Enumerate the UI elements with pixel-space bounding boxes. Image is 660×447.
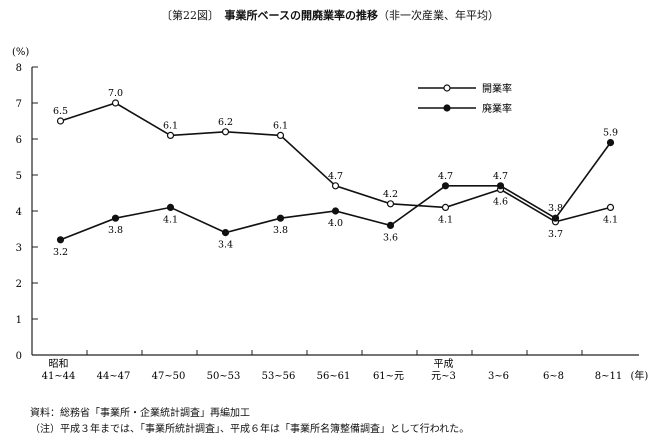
opening-rate-point [606, 203, 615, 211]
series-line-opening [60, 102, 611, 223]
closure-rate-point [606, 139, 615, 147]
y-tick-label: 1 [16, 315, 22, 326]
opening-rate-point [386, 200, 395, 208]
x-tick-label: 元~3 [431, 371, 456, 382]
closure-rate-point [221, 229, 230, 237]
data-label: 6.5 [53, 106, 68, 117]
opening-rate-point [166, 131, 175, 139]
y-tick-label: 8 [16, 63, 22, 74]
subtitle-text: （非一次産業、年平均） [377, 9, 499, 22]
data-label: 3.4 [218, 240, 233, 251]
closure-rate-point [331, 207, 340, 215]
closure-rate-point [496, 182, 505, 190]
y-tick-label: 5 [16, 171, 22, 182]
data-label: 4.7 [493, 171, 508, 182]
x-tick-label: 41~44 [42, 371, 76, 382]
opening-rate-point [331, 182, 340, 190]
title-text: 事業所ベースの開廃業率の推移 [224, 9, 378, 22]
y-tick-label: 7 [16, 99, 22, 110]
y-tick-label: 4 [16, 207, 22, 218]
y-tick-label: 2 [16, 279, 22, 290]
legend-label: 開業率 [482, 82, 512, 95]
chart-title: 〔第22図〕 事業所ベースの開廃業率の推移（非一次産業、年平均） [0, 7, 660, 23]
y-axis-label: (%) [12, 47, 29, 58]
x-tick-label: 6~8 [543, 371, 564, 382]
closure-rate-point [551, 214, 560, 222]
closure-rate-point [166, 203, 175, 211]
data-label: 6.1 [163, 120, 178, 131]
legend-marker [443, 84, 451, 92]
x-tick-label: 61~元 [373, 371, 404, 382]
data-label: 3.2 [53, 247, 68, 258]
figure-number: 〔第22図〕 [161, 9, 214, 22]
x-axis-label: (年) [631, 369, 649, 382]
data-label: 4.6 [493, 196, 508, 207]
opening-rate-point [441, 203, 450, 211]
legend-label: 廃業率 [482, 102, 512, 115]
data-label: 6.2 [218, 117, 233, 128]
data-label: 4.0 [328, 218, 343, 229]
y-tick-label: 3 [16, 243, 22, 254]
closure-rate-point [441, 182, 450, 190]
data-label: 4.7 [328, 171, 343, 182]
x-tick-label: 44~47 [97, 371, 131, 382]
era-label: 平成 [434, 358, 454, 370]
opening-rate-point [56, 117, 65, 125]
data-label: 5.9 [603, 128, 618, 139]
data-label: 6.1 [273, 120, 288, 131]
data-label: 4.7 [438, 171, 453, 182]
y-tick-label: 0 [16, 351, 22, 362]
closure-rate-point [276, 214, 285, 222]
data-label: 3.6 [383, 232, 398, 243]
data-label: 3.8 [273, 225, 288, 236]
data-label: 3.8 [548, 203, 563, 214]
opening-rate-point [111, 99, 120, 107]
data-label: 4.1 [438, 214, 453, 225]
data-label: 4.1 [603, 214, 618, 225]
source-note: 資料：総務省「事業所・企業統計調査」再編加工 [30, 408, 250, 419]
closure-rate-point [111, 214, 120, 222]
x-tick-label: 53~56 [262, 371, 296, 382]
closure-rate-point [56, 236, 65, 244]
x-tick-label: 8~11 [595, 371, 622, 382]
x-tick-label: 3~6 [488, 371, 509, 382]
y-tick-label: 6 [16, 135, 22, 146]
x-tick-label: 56~61 [317, 371, 351, 382]
era-label: 昭和 [49, 358, 69, 370]
data-label: 7.0 [108, 88, 123, 99]
opening-rate-point [221, 128, 230, 136]
data-label: 4.2 [383, 189, 398, 200]
closure-rate-point [386, 221, 395, 229]
data-label: 4.1 [163, 214, 178, 225]
data-label: 3.8 [108, 225, 123, 236]
legend-marker [443, 104, 451, 112]
x-tick-label: 50~53 [207, 371, 241, 382]
data-label: 3.7 [548, 229, 563, 240]
x-tick-label: 47~50 [152, 371, 186, 382]
opening-rate-point [276, 131, 285, 139]
footnote: （注）平成３年までは、「事業所統計調査」、平成６年は「事業所名簿整備調査」として… [30, 424, 470, 435]
